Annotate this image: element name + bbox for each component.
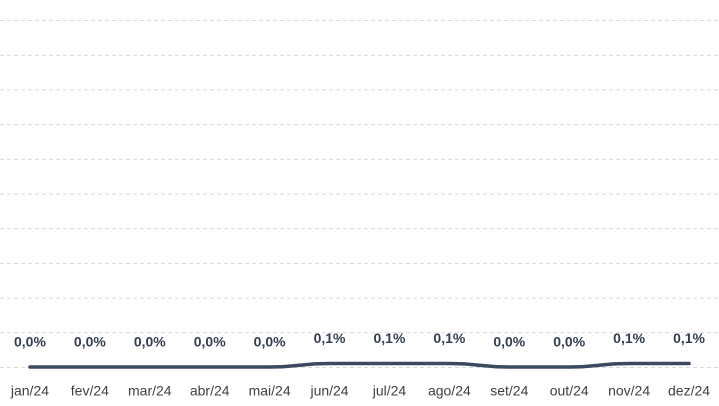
x-tick-label: abr/24 — [190, 383, 230, 399]
x-tick-label: jan/24 — [10, 383, 49, 399]
x-tick-label: out/24 — [550, 383, 589, 399]
data-label: 0,0% — [194, 334, 226, 350]
data-label: 0,1% — [314, 330, 346, 346]
x-tick-label: set/24 — [490, 383, 528, 399]
line — [28, 361, 691, 369]
x-tick-label: jul/24 — [372, 383, 407, 399]
data-label: 0,0% — [14, 334, 46, 350]
data-label: 0,1% — [373, 330, 405, 346]
x-tick-label: jun/24 — [309, 383, 348, 399]
data-label: 0,0% — [553, 334, 585, 350]
x-tick-label: dez/24 — [668, 383, 710, 399]
x-tick-label: ago/24 — [428, 383, 471, 399]
data-label: 0,1% — [673, 330, 705, 346]
data-label: 0,0% — [134, 334, 166, 350]
data-label: 0,1% — [433, 330, 465, 346]
x-tick-label: fev/24 — [71, 383, 109, 399]
data-label: 0,0% — [493, 334, 525, 350]
x-tick-label: mar/24 — [128, 383, 172, 399]
x-tick-label: mai/24 — [249, 383, 291, 399]
data-label: 0,1% — [613, 330, 645, 346]
x-tick-label: nov/24 — [608, 383, 650, 399]
data-label: 0,0% — [74, 334, 106, 350]
data-label: 0,0% — [254, 334, 286, 350]
